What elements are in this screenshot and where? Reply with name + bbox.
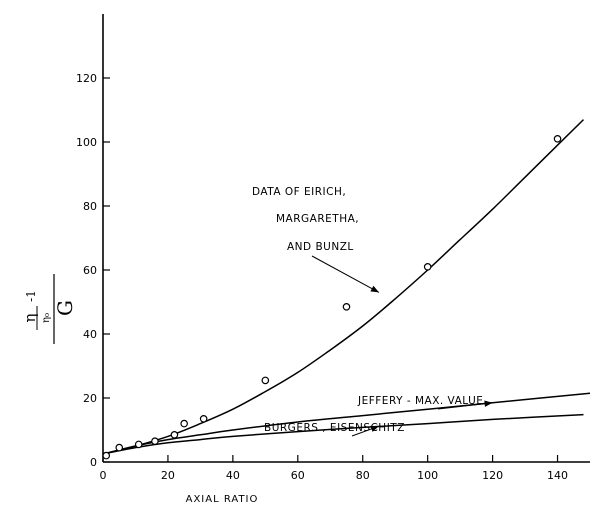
x-tick-label: 100 [417, 469, 438, 482]
series-curve-1 [102, 119, 585, 455]
x-tick-label: 140 [547, 469, 568, 482]
data-points [102, 135, 562, 460]
data-point [170, 430, 179, 439]
data-point [102, 451, 111, 460]
data-point [199, 414, 208, 423]
data-point [134, 440, 143, 449]
annotation-text: JEFFERY - MAX. VALUE [357, 395, 483, 407]
annotation-text: AND BUNZL [287, 241, 354, 253]
y-label-eta0: η₀ [41, 313, 52, 323]
annotation-text: DATA OF EIRICH, [252, 186, 346, 198]
data-point [553, 135, 562, 143]
data-point [261, 376, 270, 385]
data-point [423, 262, 432, 271]
y-tick-label: 80 [83, 200, 97, 213]
y-tick-label: 60 [83, 264, 97, 277]
ticks: 0 20 40 60 80 100 120 140 0 20 40 60 80 100 120 [76, 72, 568, 482]
curves [102, 119, 591, 455]
y-tick-label: 120 [76, 72, 97, 85]
annotation-arrow-line [437, 402, 493, 410]
data-point [151, 437, 159, 446]
annotation-arrow-head [370, 425, 379, 432]
annotation-arrow-head [370, 285, 379, 293]
annotation-text: BURGERS , EISENSCHITZ [264, 422, 405, 434]
annotations: DATA OF EIRICH, MARGARETHA, AND BUNZL JEFFE… [252, 186, 493, 437]
x-tick-label: 40 [226, 469, 240, 482]
y-label-minus-one: -1 [24, 290, 38, 302]
annotation-arrow-line [311, 255, 380, 293]
data-point [342, 302, 351, 311]
axes [102, 14, 590, 463]
data-point [115, 443, 124, 452]
y-label-denominator: G [53, 300, 77, 316]
y-axis-label: η η₀ -1 G [21, 274, 77, 344]
y-tick-label: 0 [90, 456, 97, 469]
y-tick-label: 40 [83, 328, 97, 341]
y-label-eta: η [21, 314, 39, 323]
annotation-arrow-head [484, 400, 493, 407]
x-axis-label: AXIAL RATIO [186, 494, 259, 505]
data-point [180, 419, 188, 428]
y-tick-label: 100 [76, 136, 97, 149]
x-tick-label: 0 [100, 469, 107, 482]
x-tick-label: 60 [291, 469, 305, 482]
y-tick-label: 20 [83, 392, 97, 405]
x-tick-label: 80 [356, 469, 370, 482]
x-tick-label: 120 [482, 469, 503, 482]
x-tick-label: 20 [161, 469, 175, 482]
annotation-text: MARGARETHA, [276, 213, 359, 225]
